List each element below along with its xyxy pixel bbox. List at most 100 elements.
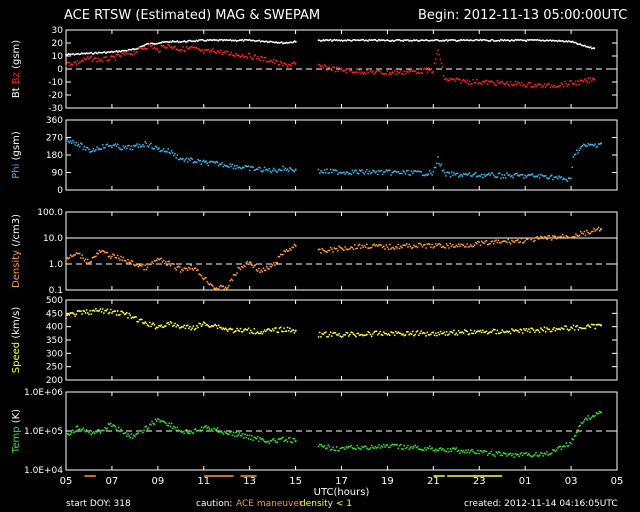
data-point — [116, 143, 119, 146]
data-point — [477, 449, 479, 452]
data-point — [554, 235, 557, 238]
data-point — [521, 173, 524, 176]
data-point — [357, 244, 360, 247]
data-point — [455, 332, 458, 335]
y-tick-label: 500 — [46, 296, 63, 306]
data-point — [398, 247, 401, 250]
data-point — [591, 230, 594, 233]
data-point — [175, 156, 178, 159]
data-point — [586, 145, 589, 148]
data-point — [361, 71, 363, 74]
data-point — [349, 247, 351, 250]
data-point — [196, 40, 199, 43]
data-point — [538, 83, 541, 85]
data-point — [293, 61, 296, 63]
data-point — [223, 288, 226, 290]
data-point — [517, 239, 519, 241]
data-point — [328, 171, 331, 174]
data-point — [74, 430, 77, 433]
data-point — [507, 39, 510, 41]
data-point — [408, 448, 411, 451]
y-tick-label: 20 — [52, 39, 64, 49]
data-point — [465, 173, 467, 175]
data-point — [466, 451, 469, 454]
data-point — [523, 177, 525, 179]
x-tick-label: 05 — [60, 476, 73, 487]
data-point — [145, 268, 148, 271]
data-point — [201, 429, 204, 432]
data-point — [152, 322, 155, 325]
data-point — [465, 245, 467, 248]
data-point — [93, 310, 96, 312]
data-point — [230, 278, 233, 280]
data-point — [69, 433, 72, 435]
data-point — [86, 430, 89, 433]
data-point — [426, 331, 429, 334]
data-point — [440, 163, 443, 166]
data-point — [453, 172, 455, 174]
data-point — [207, 426, 210, 429]
data-point — [560, 176, 563, 178]
data-point — [525, 40, 528, 42]
data-point — [233, 55, 236, 58]
data-point — [248, 434, 251, 437]
data-point — [552, 86, 554, 88]
data-point — [433, 334, 436, 337]
data-point — [443, 78, 446, 81]
data-point — [244, 433, 246, 436]
data-point — [101, 308, 104, 310]
data-point — [372, 446, 374, 449]
data-point — [425, 67, 427, 70]
data-point — [82, 148, 85, 151]
data-point — [385, 332, 388, 335]
data-point — [334, 449, 337, 452]
data-point — [474, 332, 477, 335]
data-point — [432, 70, 435, 73]
data-point — [451, 174, 454, 177]
data-point — [438, 162, 440, 165]
data-point — [276, 441, 279, 444]
data-point — [129, 261, 132, 264]
data-point — [416, 445, 419, 448]
data-point — [426, 71, 429, 74]
data-point — [587, 415, 590, 417]
data-point — [381, 173, 384, 176]
data-point — [120, 428, 122, 431]
data-point — [282, 165, 284, 168]
data-point — [323, 445, 326, 447]
y-axis-label: Bt Bz (gsm) — [11, 40, 22, 98]
data-point — [113, 144, 116, 147]
data-point — [106, 427, 109, 430]
data-point — [350, 173, 353, 176]
data-point — [388, 446, 391, 449]
data-point — [593, 323, 595, 326]
data-point — [279, 326, 282, 329]
data-point — [199, 322, 202, 325]
data-point — [69, 140, 72, 143]
data-point — [344, 448, 347, 451]
data-point — [81, 143, 83, 145]
data-point — [513, 39, 516, 42]
data-point — [376, 173, 379, 176]
data-point — [129, 148, 132, 151]
data-point — [539, 84, 542, 87]
data-point — [163, 262, 166, 265]
data-point — [405, 446, 408, 449]
data-point — [216, 161, 219, 164]
data-point — [358, 69, 361, 72]
data-point — [267, 440, 269, 443]
data-point — [222, 51, 225, 54]
data-point — [379, 70, 382, 73]
data-point — [387, 73, 390, 76]
data-point — [468, 451, 471, 454]
data-point — [501, 329, 504, 331]
data-point — [443, 449, 446, 451]
data-point — [264, 330, 267, 333]
data-point — [121, 310, 124, 313]
data-point — [140, 145, 143, 148]
data-point — [133, 53, 136, 55]
data-point — [548, 328, 551, 331]
data-point — [241, 53, 244, 56]
data-point — [403, 70, 406, 73]
data-point — [232, 167, 235, 170]
